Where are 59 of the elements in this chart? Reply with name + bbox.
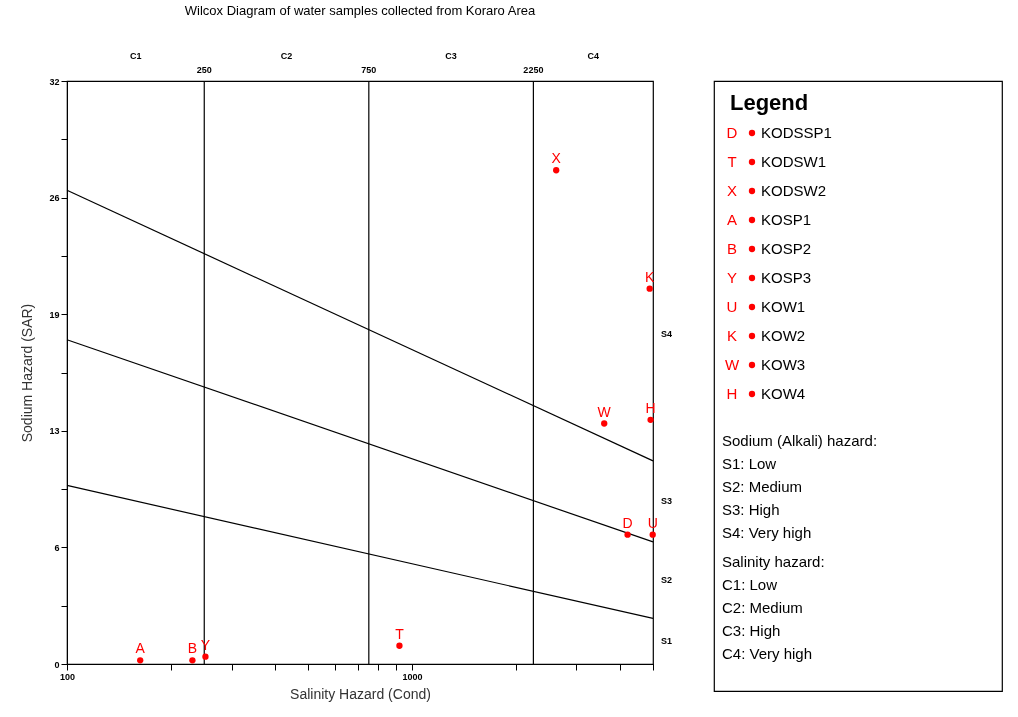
text: S1: Low	[722, 455, 777, 472]
text: Sodium (Alkali) hazard:	[722, 432, 878, 449]
text: Salinity hazard:	[722, 553, 825, 570]
legend-label: KODSSP1	[761, 124, 832, 141]
x-tick-label: 100	[59, 671, 76, 682]
legend-label: KODSW1	[761, 153, 827, 170]
text: A	[726, 211, 738, 228]
text: S4: Very high	[722, 524, 812, 541]
text: S4	[661, 329, 673, 340]
text: K	[726, 327, 738, 344]
text: C4: Very high	[722, 645, 813, 662]
text: S2: Medium	[722, 478, 803, 495]
ref-line-label: 2250	[523, 65, 544, 75]
ref-line-label: 250	[196, 65, 212, 75]
y-tick-label: 26	[49, 193, 60, 204]
text: T	[727, 153, 737, 170]
y-tick-label: 6	[54, 542, 60, 553]
y-tick-label: 19	[49, 309, 60, 320]
legend-label: KOSP3	[761, 269, 812, 286]
text: S1	[661, 636, 673, 647]
annotation: W	[597, 403, 612, 420]
text: B	[726, 240, 738, 257]
text: C3	[445, 51, 457, 61]
x-axis-title: Salinity Hazard (Cond)	[290, 685, 431, 702]
x-tick-label: 1000	[402, 671, 423, 682]
text: S3: High	[722, 501, 780, 518]
legend-label: KOW1	[761, 298, 806, 315]
annotation: D	[622, 514, 633, 531]
text: X	[726, 182, 738, 199]
y-axis-title: Sodium Hazard (SAR)	[19, 303, 36, 443]
annotation: B	[187, 640, 198, 657]
legend-label: KOSP2	[761, 240, 812, 257]
legend-label: KOW2	[761, 327, 806, 344]
text: C1: Low	[722, 576, 778, 593]
y-tick-label: 32	[49, 76, 60, 87]
text: W	[724, 356, 740, 373]
annotation: X	[551, 150, 562, 167]
text: Y	[726, 269, 738, 286]
ref-line-label: 750	[361, 65, 377, 75]
y-tick-label: 0	[54, 659, 60, 670]
text: H	[726, 385, 738, 402]
text: C4	[587, 51, 599, 61]
text: S2	[661, 575, 673, 586]
annotation: A	[135, 640, 146, 657]
y-tick-label: 13	[49, 426, 60, 437]
text: U	[726, 298, 738, 315]
text: C2: Medium	[722, 599, 803, 616]
text: D	[726, 124, 738, 141]
legend-label: KOW3	[761, 356, 806, 373]
chart-title: Wilcox Diagram of water samples collected from Koraro Area	[184, 3, 536, 18]
legend-label: KODSW2	[761, 182, 827, 199]
legend-label: KOW4	[761, 385, 806, 402]
text: C1	[129, 51, 142, 61]
annotation: T	[395, 625, 405, 642]
text: C2	[280, 51, 293, 61]
text: C3: High	[722, 622, 781, 639]
legend-title: Legend	[730, 90, 809, 115]
text: S3	[661, 496, 673, 507]
legend-label: KOSP1	[761, 211, 812, 228]
